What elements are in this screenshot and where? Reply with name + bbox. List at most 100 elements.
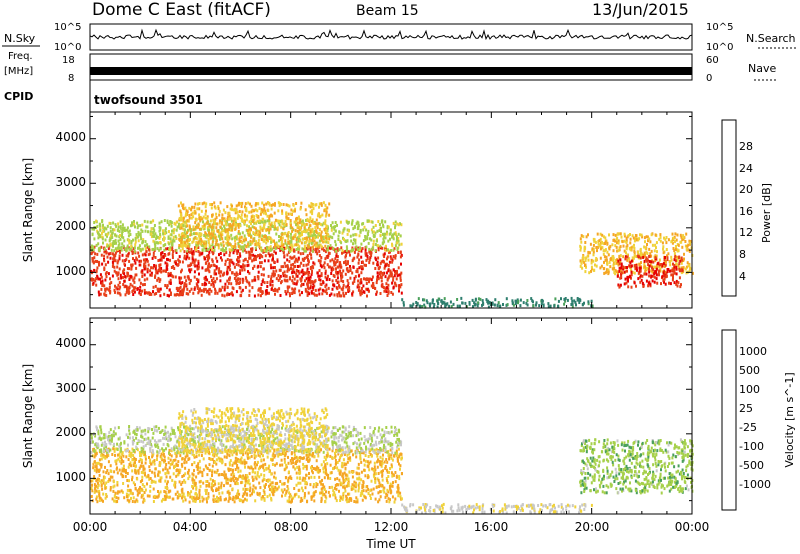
power-cell bbox=[614, 239, 617, 243]
power-cell bbox=[92, 278, 95, 281]
power-cell bbox=[395, 238, 398, 242]
power-cell bbox=[208, 233, 211, 237]
power-cell bbox=[304, 241, 307, 244]
power-cell bbox=[222, 273, 224, 277]
power-cell bbox=[109, 252, 112, 255]
power-cell bbox=[626, 258, 629, 262]
power-cell bbox=[320, 283, 323, 286]
power-cell bbox=[668, 281, 670, 285]
power-cell bbox=[291, 275, 294, 279]
power-cell bbox=[641, 281, 644, 285]
power-cell bbox=[210, 229, 213, 233]
power-cell bbox=[181, 260, 184, 264]
power-cell bbox=[186, 275, 189, 279]
power-cell bbox=[590, 261, 593, 265]
power-cell bbox=[368, 247, 371, 251]
velocity-cell bbox=[169, 489, 172, 493]
power-cell bbox=[139, 224, 142, 228]
power-cell bbox=[245, 250, 248, 254]
velocity-cell bbox=[299, 499, 302, 503]
power-cell bbox=[607, 270, 610, 274]
power-cell bbox=[189, 233, 192, 237]
velocity-cell bbox=[229, 477, 232, 481]
power-cell bbox=[297, 250, 300, 254]
power-cell bbox=[337, 234, 340, 238]
power-cell bbox=[168, 223, 171, 227]
power-cell bbox=[182, 227, 185, 231]
power-cell bbox=[128, 267, 131, 271]
power-cbar-tick-8: 8 bbox=[739, 248, 746, 261]
power-cell bbox=[315, 241, 318, 245]
power-cell bbox=[248, 233, 251, 237]
power-cell bbox=[312, 234, 314, 238]
power-cell bbox=[292, 235, 295, 239]
power-cell bbox=[681, 245, 684, 249]
velocity-cell bbox=[244, 481, 247, 485]
power-cell bbox=[633, 264, 636, 268]
power-cell bbox=[112, 262, 115, 266]
power-cell bbox=[139, 281, 142, 285]
power-cell bbox=[366, 254, 369, 258]
power-cell bbox=[93, 221, 96, 224]
velocity-cell bbox=[345, 496, 348, 500]
velocity-cell bbox=[390, 471, 393, 475]
power-cell bbox=[617, 263, 620, 267]
power-cell bbox=[210, 236, 213, 240]
power-cell bbox=[295, 223, 298, 227]
power-cell bbox=[119, 273, 122, 277]
power-cell bbox=[303, 223, 306, 227]
power-cell bbox=[126, 228, 128, 232]
power-cell bbox=[621, 240, 624, 244]
power-cell bbox=[542, 304, 545, 308]
power-cell bbox=[188, 216, 191, 220]
power-cell bbox=[364, 253, 367, 257]
velocity-cell bbox=[192, 473, 195, 477]
power-cell bbox=[313, 239, 316, 243]
velocity-cell bbox=[226, 477, 229, 481]
power-cell bbox=[305, 229, 307, 233]
velocity-cell bbox=[160, 476, 163, 480]
power-cell bbox=[279, 294, 282, 297]
power-cell bbox=[128, 274, 131, 278]
velocity-cell bbox=[205, 484, 208, 487]
power-cell bbox=[188, 281, 191, 285]
power-cell bbox=[668, 269, 671, 273]
velocity-cell bbox=[397, 447, 400, 451]
power-cell bbox=[179, 210, 182, 214]
power-cell bbox=[276, 219, 279, 223]
power-cell bbox=[210, 264, 213, 268]
power-cell bbox=[260, 283, 263, 286]
power-cell bbox=[295, 248, 298, 251]
velocity-cell bbox=[369, 497, 372, 500]
power-cell bbox=[663, 280, 665, 284]
nsearch-tick-bottom: 10^0 bbox=[706, 42, 733, 53]
power-cell bbox=[191, 211, 194, 215]
power-cell bbox=[179, 236, 182, 239]
power-cell bbox=[280, 241, 283, 245]
power-cell bbox=[602, 235, 605, 239]
power-cell bbox=[363, 277, 365, 281]
power-cell bbox=[218, 209, 221, 213]
power-cell bbox=[144, 244, 146, 248]
power-cell bbox=[127, 254, 130, 258]
power-cell bbox=[195, 237, 198, 241]
power-cell bbox=[293, 270, 296, 274]
power-cell bbox=[662, 251, 665, 255]
power-cell bbox=[311, 209, 314, 213]
power-cell bbox=[114, 254, 117, 258]
power-cell bbox=[148, 252, 151, 256]
velocity-cell bbox=[352, 487, 355, 491]
velocity-cell bbox=[169, 462, 172, 466]
velocity-cell bbox=[220, 481, 223, 485]
power-cell bbox=[659, 239, 662, 243]
velocity-cell bbox=[287, 455, 289, 459]
power-cell bbox=[359, 230, 362, 234]
power-cell bbox=[685, 247, 688, 251]
velocity-cell bbox=[320, 482, 323, 486]
power-cell bbox=[253, 221, 256, 225]
power-cell bbox=[312, 280, 315, 284]
power-cell bbox=[226, 267, 229, 271]
power-cell bbox=[239, 216, 242, 219]
power-cell bbox=[591, 247, 594, 251]
power-cell bbox=[301, 291, 303, 295]
